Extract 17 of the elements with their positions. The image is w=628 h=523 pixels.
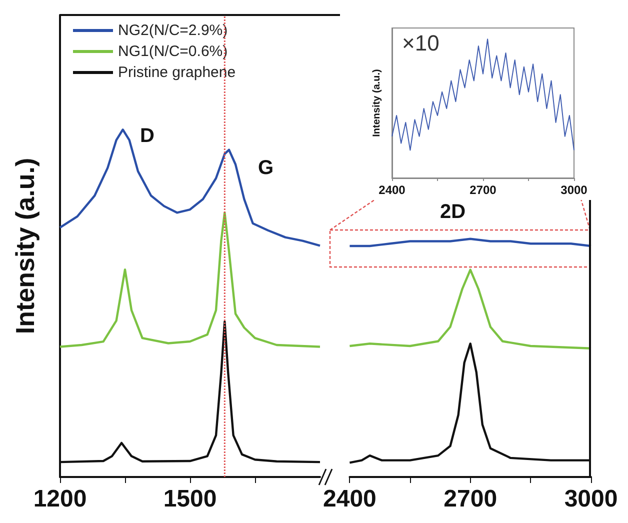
x-tick-label: 2700 [470,183,497,197]
legend-label: NG1(N/C=0.6%) [118,43,228,60]
annotation: ×10 [402,30,440,56]
annotation: G [258,157,274,179]
x-tick-label: 3000 [560,183,588,197]
x-tick-label: 2400 [378,183,406,197]
y-axis-title: Intensity (a.u.) [372,69,382,137]
text: 2D [440,201,466,223]
y-axis-title: Intensity (a.u.) [10,158,40,334]
x-tick-label: 1500 [163,486,217,512]
x-tick-label: 2700 [444,486,498,512]
legend-label: NG2(N/C=2.9%) [118,22,228,39]
x-tick-label: 2400 [323,486,376,512]
x-tick-label: 3000 [564,486,618,512]
annotation: D [140,125,154,147]
legend-label: Pristine graphene [118,64,236,81]
x-tick-label: 1200 [33,486,87,512]
